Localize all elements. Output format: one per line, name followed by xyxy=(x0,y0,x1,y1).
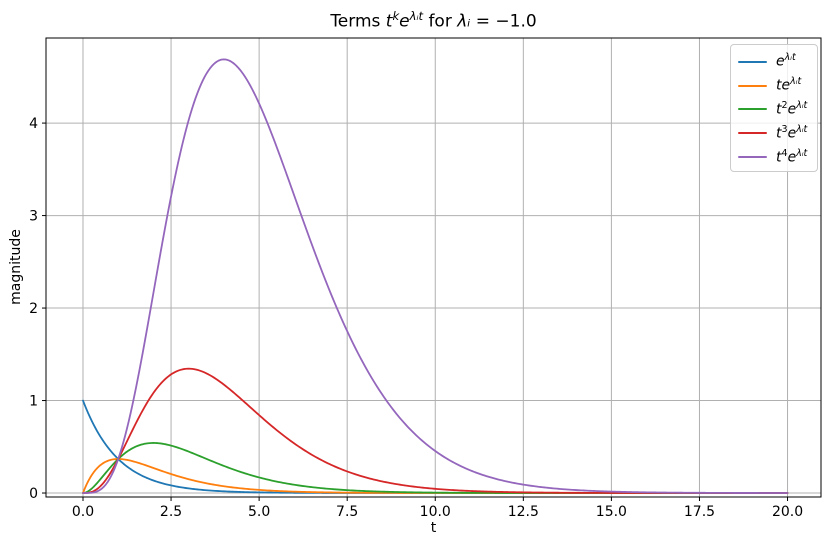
y-tick-label: 3 xyxy=(29,209,38,225)
x-tick-label: 2.5 xyxy=(160,504,182,520)
y-axis-label: magnitude xyxy=(8,229,24,305)
math-text: λᵢ xyxy=(457,11,471,32)
math-text: = −1.0 xyxy=(470,11,537,32)
legend-line-sample xyxy=(738,132,767,135)
x-tick-label: 20.0 xyxy=(772,504,803,520)
x-tick-label: 10.0 xyxy=(420,504,451,520)
y-tick-label: 1 xyxy=(29,394,38,410)
x-tick-label: 17.5 xyxy=(684,504,715,520)
math-text: e xyxy=(399,11,410,32)
math-text: e xyxy=(776,54,785,71)
x-tick-label: 0.0 xyxy=(72,504,94,520)
math-text: t xyxy=(385,11,393,32)
math-text: t xyxy=(776,101,782,118)
x-tick-label: 15.0 xyxy=(596,504,627,520)
axes-spines xyxy=(45,37,822,498)
chart-title: Terms tkeλᵢt for λᵢ = −1.0 xyxy=(46,9,821,33)
math-text: e xyxy=(787,149,797,166)
legend-item-label: eλᵢt xyxy=(776,53,796,70)
legend-line-sample xyxy=(738,60,767,63)
legend-line-sample xyxy=(738,84,767,87)
math-superscript: k xyxy=(392,9,400,23)
math-text: t xyxy=(776,149,782,166)
math-superscript: 4 xyxy=(781,147,788,159)
math-superscript: 3 xyxy=(781,123,788,135)
legend-line-sample xyxy=(738,156,767,159)
legend-item-label: teλᵢt xyxy=(776,76,802,94)
legend-item: t3eλᵢt xyxy=(738,121,817,145)
math-superscript: λᵢt xyxy=(409,9,424,23)
y-tick-label: 4 xyxy=(29,116,38,132)
math-superscript: λᵢt xyxy=(796,99,808,111)
math-superscript: λᵢt xyxy=(796,147,808,159)
math-text: te xyxy=(776,77,791,94)
math-superscript: 2 xyxy=(781,99,788,111)
x-tick-label: 12.5 xyxy=(508,504,539,520)
y-tick-label: 2 xyxy=(29,301,38,317)
legend-item: t4eλᵢt xyxy=(738,145,817,169)
math-text: Terms xyxy=(330,11,386,32)
y-tick-label: 0 xyxy=(29,486,38,502)
legend-item: teλᵢt xyxy=(738,74,817,98)
legend-item: eλᵢt xyxy=(738,50,817,74)
series-line xyxy=(82,58,789,494)
math-text: t xyxy=(776,125,782,142)
legend-item-label: t4eλᵢt xyxy=(776,147,808,166)
math-superscript: λᵢt xyxy=(796,123,808,135)
legend-line-sample xyxy=(738,108,767,111)
math-text: e xyxy=(787,101,797,118)
legend-item-label: t3eλᵢt xyxy=(776,123,808,142)
math-text: for xyxy=(423,11,458,32)
legend: eλᵢt teλᵢt t2eλᵢt t3eλᵢt t4eλᵢt xyxy=(730,44,818,172)
math-text: e xyxy=(787,125,797,142)
x-tick-label: 7.5 xyxy=(336,504,358,520)
math-superscript: λᵢt xyxy=(784,52,796,64)
x-tick-label: 5.0 xyxy=(248,504,270,520)
x-axis-label: t xyxy=(430,520,437,536)
math-superscript: λᵢt xyxy=(790,76,802,88)
legend-item: t2eλᵢt xyxy=(738,98,817,122)
legend-item-label: t2eλᵢt xyxy=(776,99,808,118)
